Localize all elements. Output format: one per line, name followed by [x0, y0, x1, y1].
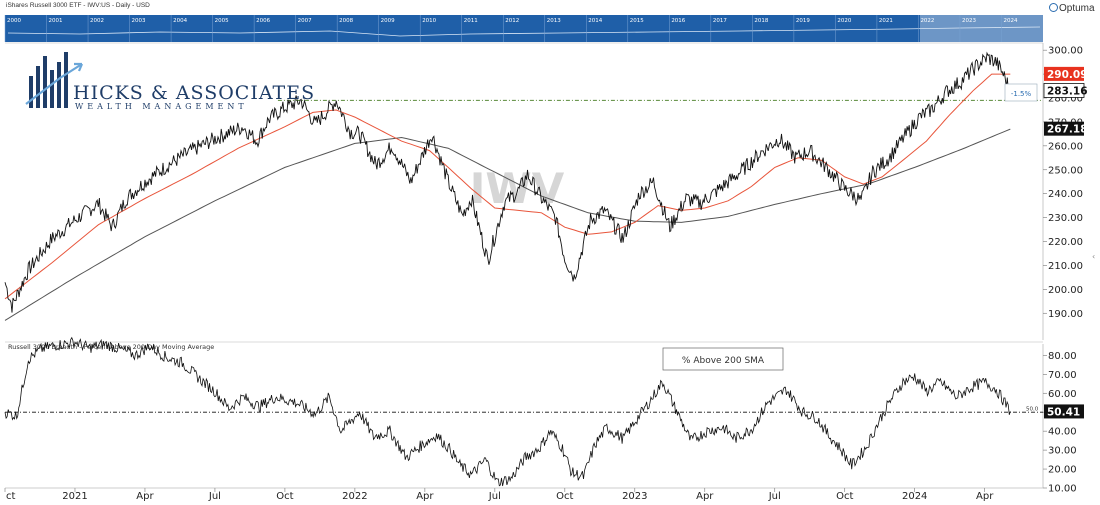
breadth-panel: Russell 3000 Breadth - Percent Above 200…: [4, 336, 1084, 495]
breadth-y-tick-label: 80.00: [1048, 351, 1077, 362]
x-tick-label: Apr: [976, 491, 994, 502]
price-badge: 283.16: [1043, 83, 1088, 98]
navigator-year-label: 2009: [381, 18, 395, 24]
x-tick-label: Apr: [136, 491, 154, 502]
navigator-year-label: 2008: [339, 18, 353, 24]
price-y-tick-label: 210.00: [1048, 261, 1083, 272]
price-badge-label: 283.16: [1047, 85, 1088, 97]
optuma-logo-icon: [1049, 3, 1058, 12]
breadth-y-tick-label: 60.00: [1048, 389, 1077, 400]
navigator-year-label: 2013: [547, 18, 561, 24]
price-badge-label: 267.18: [1047, 124, 1088, 136]
navigator-year-label: 2006: [256, 18, 270, 24]
optuma-brand-label: Optuma: [1059, 3, 1095, 14]
navigator-year-label: 2000: [7, 18, 21, 24]
navigator-year-label: 2002: [90, 18, 104, 24]
navigator-year-label: 2023: [962, 18, 976, 24]
navigator-year-label: 2007: [298, 18, 312, 24]
navigator-year-label: 2022: [920, 18, 934, 24]
breadth-series-line: [4, 336, 1011, 487]
navigator-strip[interactable]: 2000 2001 2002 2003 2004 2005 2006 2007 2008 2009…: [4, 15, 1043, 42]
breadth-y-tick-label: 70.00: [1048, 370, 1077, 381]
price-y-tick-label: 260.00: [1048, 141, 1083, 152]
price-y-tick-label: 230.00: [1048, 213, 1083, 224]
ma-200-line: [4, 128, 1011, 321]
x-tick-label: 2022: [342, 491, 367, 502]
navigator-year-label: 2001: [49, 18, 63, 24]
logo-tagline: WEALTH MANAGEMENT: [75, 102, 248, 111]
navigator-year-label: 2016: [671, 18, 685, 24]
navigator-year-label: 2015: [630, 18, 644, 24]
percent-change-annotation: -1.5%: [1004, 83, 1038, 102]
navigator-year-label: 2003: [132, 18, 146, 24]
breadth-y-tick-label: 30.00: [1048, 446, 1077, 457]
optuma-brand: Optuma: [1049, 3, 1095, 14]
breadth-legend-label: % Above 200 SMA: [682, 356, 765, 366]
navigator-year-label: 2012: [505, 18, 519, 24]
price-series-line: [4, 51, 1011, 313]
navigator-year-label: 2004: [173, 18, 187, 24]
x-tick-label: 2023: [622, 491, 647, 502]
x-tick-label: Jul: [488, 491, 501, 502]
breadth-badge-label: 50.41: [1047, 406, 1080, 418]
x-tick-label: Oct: [276, 491, 293, 502]
breadth-y-tick-label: 40.00: [1048, 427, 1077, 438]
breadth-legend: % Above 200 SMA: [662, 347, 784, 371]
x-tick-label: Apr: [416, 491, 434, 502]
percent-change-label: -1.5%: [1011, 90, 1032, 98]
navigator-year-label: 2017: [713, 18, 727, 24]
breadth-y-tick-label: 20.00: [1048, 465, 1077, 476]
scroll-right-arrow-icon[interactable]: ‹: [1092, 252, 1095, 261]
price-y-tick-label: 280.00: [1048, 94, 1083, 105]
x-tick-label: Apr: [696, 491, 714, 502]
hicks-associates-logo: HICKS & ASSOCIATES WEALTH MANAGEMENT: [25, 52, 315, 111]
x-tick-label: 2024: [902, 491, 927, 502]
price-y-tick-label: 190.00: [1048, 309, 1083, 320]
breadth-panel-title: Russell 3000 Breadth - Percent Above 200…: [8, 343, 214, 351]
logo-name: HICKS & ASSOCIATES: [73, 82, 315, 104]
x-tick-label: ct: [6, 491, 15, 502]
x-tick-label: Jul: [208, 491, 221, 502]
chart-header-title: iShares Russell 3000 ETF - IWV:US - Dail…: [6, 2, 150, 9]
x-axis: ct 2021 Apr Jul Oct 2022 Apr Jul Oct 2023 Apr Jul Oc…: [4, 488, 994, 502]
navigator-price-trace: [7, 26, 1041, 37]
x-tick-label: 2021: [62, 491, 87, 502]
price-badge-label: 290.09: [1047, 69, 1088, 81]
price-badge: 267.18: [1044, 121, 1088, 136]
price-y-tick-label: 240.00: [1048, 189, 1083, 200]
breadth-reference-label: 50.0: [1026, 407, 1039, 413]
navigator-background: [5, 15, 1043, 42]
navigator-year-label: 2005: [215, 18, 229, 24]
x-tick-label: Oct: [556, 491, 573, 502]
x-tick-label: Jul: [768, 491, 781, 502]
price-badge: 290.09: [1044, 66, 1088, 81]
price-y-tick-label: 300.00: [1048, 46, 1083, 57]
navigator-year-label: 2024: [1003, 18, 1017, 24]
price-y-tick-label: 250.00: [1048, 165, 1083, 176]
price-y-tick-label: 220.00: [1048, 237, 1083, 248]
price-panel: IWV 190.00 200.00 210.00 220.00 230.00 240.00…: [4, 42, 1088, 489]
navigator-year-label: 2018: [754, 18, 768, 24]
x-tick-label: Oct: [836, 491, 853, 502]
price-y-tick-label: 200.00: [1048, 285, 1083, 296]
ma-50-line: [4, 73, 1011, 300]
ticker-watermark: IWV: [470, 164, 565, 213]
breadth-y-tick-label: 10.00: [1048, 484, 1077, 495]
navigator-year-label: 2019: [796, 18, 810, 24]
navigator-year-label: 2020: [837, 18, 851, 24]
navigator-year-label: 2011: [464, 18, 478, 24]
navigator-year-label: 2010: [422, 18, 436, 24]
navigator-year-label: 2014: [588, 18, 602, 24]
navigator-year-label: 2021: [879, 18, 893, 24]
